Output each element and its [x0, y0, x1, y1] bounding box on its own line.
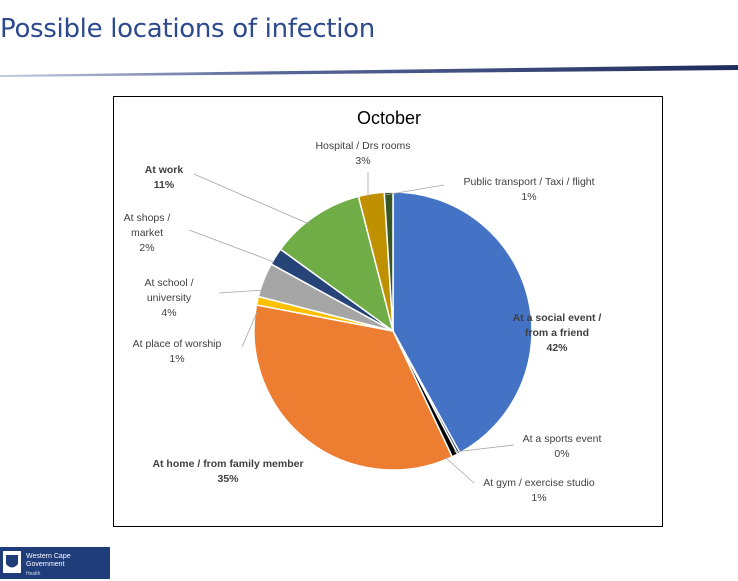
logo-line-1: Western Cape	[26, 553, 71, 560]
slice-label-2: At a sports event 0%	[523, 433, 602, 460]
title-underline	[0, 65, 738, 77]
slice-label-6: At school / university 4%	[144, 277, 193, 319]
leader-lines	[188, 172, 515, 484]
western-cape-government-logo: Western Cape Government Health	[0, 547, 110, 579]
slice-label-7: At shops / market 2%	[124, 212, 171, 254]
chart-frame: October At a social event / from a friend…	[113, 96, 663, 527]
slice-label-4: At home / from family member 35%	[152, 458, 303, 485]
slice-label-5: At place of worship 1%	[133, 338, 222, 365]
slice-label-10: Public transport / Taxi / flight 1%	[463, 176, 594, 203]
pie-slices	[253, 191, 533, 471]
leader-line-2	[453, 444, 515, 453]
leader-line-7	[188, 229, 275, 263]
leader-line-3	[444, 456, 475, 484]
logo-line-3: Health	[26, 571, 41, 577]
pie-slice-4	[253, 304, 454, 471]
leader-line-6	[218, 289, 265, 294]
slice-label-1: At a social event / from a friend 42%	[513, 312, 602, 354]
leader-line-8	[193, 173, 310, 225]
logo-line-2: Government	[26, 561, 65, 568]
slice-label-8: At work 11%	[145, 164, 184, 191]
pie-slice-10	[383, 191, 394, 332]
slice-labels: At a social event / from a friend 42% At a …	[124, 140, 602, 504]
chart-title: October	[357, 108, 421, 128]
slice-label-9: Hospital / Drs rooms 3%	[315, 140, 410, 167]
slice-label-3: At gym / exercise studio 1%	[483, 477, 595, 504]
pie-slice-8	[279, 195, 395, 333]
pie-chart: October At a social event / from a friend…	[124, 108, 602, 504]
leader-line-10	[384, 184, 445, 196]
slide-title: Possible locations of infection	[0, 14, 375, 44]
leader-line-5	[241, 311, 258, 348]
pie-slice-1	[392, 191, 533, 454]
